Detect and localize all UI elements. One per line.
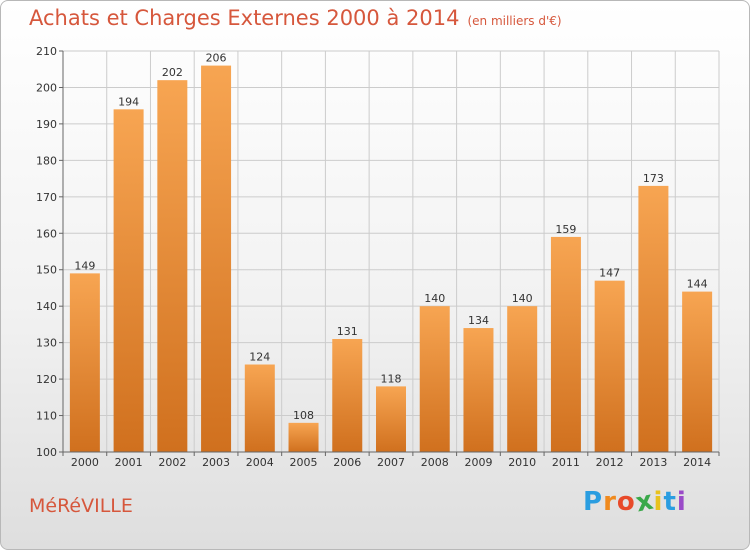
bar-2012 bbox=[594, 280, 625, 452]
y-tick-label: 160 bbox=[36, 227, 57, 240]
x-tick-label-2004: 2004 bbox=[246, 456, 274, 469]
bar-2004 bbox=[244, 364, 275, 452]
x-tick-label-2014: 2014 bbox=[683, 456, 711, 469]
y-tick-label: 180 bbox=[36, 154, 57, 167]
y-tick-label: 100 bbox=[36, 446, 57, 459]
data-label-2000: 149 bbox=[74, 259, 95, 272]
x-tick-label-2000: 2000 bbox=[71, 456, 99, 469]
data-label-2004: 124 bbox=[249, 351, 270, 364]
x-tick-label-2011: 2011 bbox=[552, 456, 580, 469]
bar-2009 bbox=[463, 328, 494, 452]
logo-letter: o bbox=[616, 487, 636, 517]
y-tick-label: 210 bbox=[36, 45, 57, 58]
y-tick-label: 110 bbox=[36, 410, 57, 423]
data-label-2003: 206 bbox=[206, 52, 227, 65]
y-tick-label: 130 bbox=[36, 337, 57, 350]
data-label-2012: 147 bbox=[599, 267, 620, 280]
chart-title-block: Achats et Charges Externes 2000 à 2014 (e… bbox=[29, 6, 562, 30]
y-tick-label: 150 bbox=[36, 264, 57, 277]
x-tick-label-2001: 2001 bbox=[115, 456, 143, 469]
x-tick-label-2005: 2005 bbox=[290, 456, 318, 469]
data-label-2011: 159 bbox=[555, 223, 576, 236]
logo-letter: P bbox=[583, 487, 604, 517]
logo-letter: i bbox=[676, 487, 687, 517]
data-label-2001: 194 bbox=[118, 95, 139, 108]
x-tick-label-2006: 2006 bbox=[333, 456, 361, 469]
data-label-2005: 108 bbox=[293, 409, 314, 422]
x-tick-label-2008: 2008 bbox=[421, 456, 449, 469]
bar-2003 bbox=[201, 65, 232, 452]
data-label-2013: 173 bbox=[643, 172, 664, 185]
bar-2008 bbox=[419, 306, 450, 452]
data-label-2010: 140 bbox=[512, 292, 533, 305]
proxiti-logo: Proxiti bbox=[583, 485, 687, 518]
bar-2010 bbox=[507, 306, 538, 452]
chart-title: Achats et Charges Externes 2000 à 2014 bbox=[29, 6, 460, 30]
x-tick-label-2012: 2012 bbox=[596, 456, 624, 469]
bar-2000 bbox=[69, 273, 100, 452]
data-label-2006: 131 bbox=[337, 325, 358, 338]
data-label-2014: 144 bbox=[687, 278, 708, 291]
x-tick-label-2002: 2002 bbox=[158, 456, 186, 469]
bar-2011 bbox=[550, 236, 581, 452]
logo-letter: i bbox=[653, 487, 664, 517]
bar-2001 bbox=[113, 109, 144, 452]
x-tick-label-2013: 2013 bbox=[639, 456, 667, 469]
data-label-2002: 202 bbox=[162, 66, 183, 79]
data-label-2009: 134 bbox=[468, 314, 489, 327]
bar-2014 bbox=[682, 291, 713, 452]
x-tick-label-2003: 2003 bbox=[202, 456, 230, 469]
y-tick-label: 190 bbox=[36, 118, 57, 131]
bar-2007 bbox=[376, 386, 406, 452]
y-tick-label: 140 bbox=[36, 300, 57, 313]
data-label-2008: 140 bbox=[424, 292, 445, 305]
bar-2006 bbox=[332, 338, 363, 452]
commune-name: MéRéVILLE bbox=[29, 495, 133, 517]
y-tick-label: 120 bbox=[36, 373, 57, 386]
y-tick-label: 200 bbox=[36, 81, 57, 94]
bar-2005 bbox=[288, 422, 319, 452]
data-label-2007: 118 bbox=[381, 372, 402, 385]
chart-subtitle: (en milliers d'€) bbox=[467, 14, 562, 28]
y-tick-label: 170 bbox=[36, 191, 57, 204]
logo-letter: r bbox=[603, 487, 617, 517]
bar-2002 bbox=[157, 80, 188, 452]
x-tick-label-2010: 2010 bbox=[508, 456, 536, 469]
x-tick-label-2009: 2009 bbox=[464, 456, 492, 469]
logo-letter: t bbox=[663, 487, 677, 517]
bar-2013 bbox=[638, 185, 669, 452]
x-tick-label-2007: 2007 bbox=[377, 456, 405, 469]
